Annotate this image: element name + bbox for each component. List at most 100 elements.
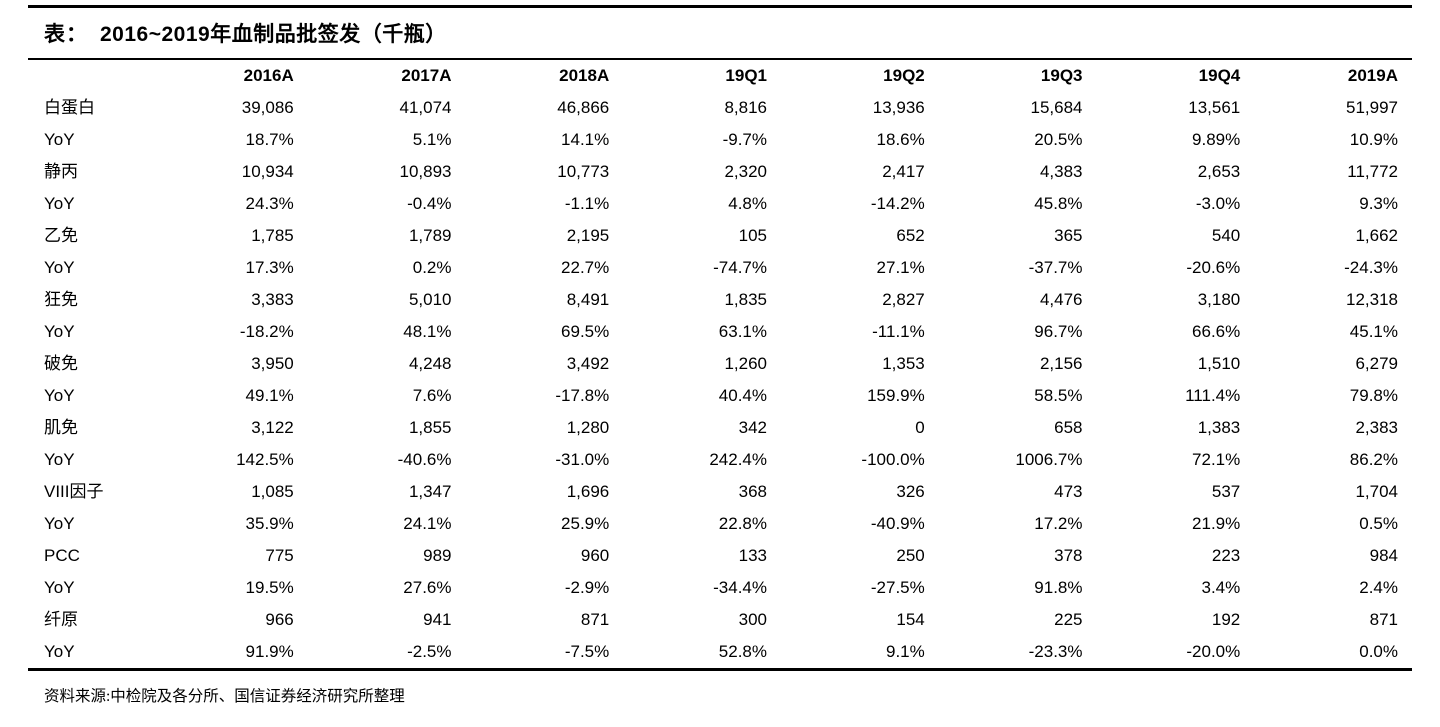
table-cell: 5.1% (412, 130, 452, 149)
row-label: YoY (44, 386, 75, 405)
table-row: 白蛋白 39,086 41,074 46,866 8,816 13,936 15,684 13… (28, 92, 1412, 124)
table-cell: 4,383 (1039, 162, 1083, 181)
row-label: YoY (44, 578, 75, 597)
table-cell: 18.6% (876, 130, 925, 149)
table-cell: 192 (1211, 610, 1241, 629)
table-cell: -20.6% (1186, 258, 1241, 277)
column-header-2016a: 2016A (243, 66, 294, 85)
table-row: YoY 24.3% -0.4% -1.1% 4.8% -14.2% 45.8% -3.0% 9.… (28, 188, 1412, 220)
table-cell: 133 (738, 546, 767, 565)
table-cell: 58.5% (1034, 386, 1083, 405)
table-cell: -14.2% (870, 194, 925, 213)
table-cell: 3.4% (1201, 578, 1241, 597)
table-cell: 46,866 (557, 98, 610, 117)
table-cell: 242.4% (709, 450, 767, 469)
table-row: YoY 91.9% -2.5% -7.5% 52.8% 9.1% -23.3% -20.0% 0… (28, 636, 1412, 668)
table-row: YoY 35.9% 24.1% 25.9% 22.8% -40.9% 17.2% 21.9% 0… (28, 508, 1412, 540)
table-cell: 775 (265, 546, 294, 565)
table-cell: 15,684 (1030, 98, 1083, 117)
table-cell: 0.2% (412, 258, 452, 277)
table-cell: 41,074 (399, 98, 452, 117)
table-cell: -23.3% (1028, 642, 1083, 661)
table-cell: 960 (580, 546, 610, 565)
table-cell: 1,704 (1355, 482, 1398, 501)
table-cell: 51,997 (1346, 98, 1398, 117)
table-cell: 1,347 (408, 482, 452, 501)
table-cell: 0.5% (1359, 514, 1398, 533)
table-cell: -20.0% (1186, 642, 1241, 661)
table-cell: 984 (1369, 546, 1398, 565)
table-cell: 537 (1211, 482, 1241, 501)
table-cell: 24.3% (245, 194, 294, 213)
row-label: 静丙 (44, 162, 78, 181)
table-cell: 18.7% (245, 130, 294, 149)
table-cell: 2,827 (882, 290, 925, 309)
column-header-19q1: 19Q1 (725, 66, 767, 85)
table-cell: 13,561 (1188, 98, 1241, 117)
title-underline-rule (28, 58, 1412, 60)
table-cell: -1.1% (564, 194, 610, 213)
table-cell: -18.2% (239, 322, 294, 341)
table-cell: 2,417 (882, 162, 925, 181)
table-title: 表： 2016~2019年血制品批签发（千瓶） (28, 8, 1412, 58)
table-cell: 2,653 (1197, 162, 1241, 181)
table-cell: 45.8% (1034, 194, 1083, 213)
table-cell: 3,180 (1197, 290, 1241, 309)
table-cell: -74.7% (713, 258, 767, 277)
table-cell: 105 (738, 226, 767, 245)
table-cell: 24.1% (403, 514, 452, 533)
table-cell: 250 (896, 546, 925, 565)
table-title-prefix: 表： (44, 23, 88, 46)
table-cell: 22.8% (718, 514, 767, 533)
table-cell: 342 (738, 418, 767, 437)
table-header-row: 2016A 2017A 2018A 19Q1 19Q2 19Q3 19Q4 2019A (28, 60, 1412, 92)
table-row: YoY -18.2% 48.1% 69.5% 63.1% -11.1% 96.7% 66.6%… (28, 316, 1412, 348)
column-header-19q3: 19Q3 (1040, 66, 1083, 85)
table-cell: 1,855 (408, 418, 452, 437)
table-cell: 20.5% (1034, 130, 1083, 149)
row-label: YoY (44, 514, 75, 533)
table-cell: 941 (423, 610, 452, 629)
table-title-text: 2016~2019年血制品批签发（千瓶） (100, 23, 447, 46)
table-cell: 1,835 (724, 290, 767, 309)
table-cell: 365 (1054, 226, 1083, 245)
table-cell: -40.9% (870, 514, 925, 533)
table-row: 狂免 3,383 5,010 8,491 1,835 2,827 4,476 3,180 12,… (28, 284, 1412, 316)
bottom-rule (28, 668, 1412, 671)
table-cell: 45.1% (1349, 322, 1398, 341)
table-row: YoY 49.1% 7.6% -17.8% 40.4% 159.9% 58.5% 111.4%… (28, 380, 1412, 412)
table-cell: 52.8% (718, 642, 767, 661)
table-cell: 1,383 (1197, 418, 1241, 437)
table-cell: 40.4% (718, 386, 767, 405)
table-cell: -0.4% (407, 194, 452, 213)
table-cell: -9.7% (722, 130, 767, 149)
table-cell: 11,772 (1347, 162, 1398, 181)
table-cell: 25.9% (561, 514, 610, 533)
table-cell: 49.1% (245, 386, 294, 405)
table-cell: 378 (1054, 546, 1083, 565)
row-label: YoY (44, 194, 75, 213)
table-cell: 27.6% (403, 578, 452, 597)
table-cell: 7.6% (412, 386, 452, 405)
row-label: 纤原 (44, 610, 78, 629)
row-label: 破免 (44, 354, 78, 373)
table-cell: -100.0% (861, 450, 925, 469)
table-cell: 1,260 (724, 354, 767, 373)
table-cell: 159.9% (867, 386, 925, 405)
table-cell: -27.5% (870, 578, 925, 597)
table-cell: 1,789 (408, 226, 452, 245)
report-table-figure: 表： 2016~2019年血制品批签发（千瓶） 2016A 2017A 2018A 1… (28, 5, 1412, 706)
table-cell: 871 (1369, 610, 1398, 629)
table-cell: 21.9% (1192, 514, 1241, 533)
table-cell: 35.9% (245, 514, 294, 533)
table-cell: 79.8% (1349, 386, 1398, 405)
table-cell: 652 (896, 226, 925, 245)
table-cell: 4,476 (1039, 290, 1083, 309)
table-cell: 8,816 (724, 98, 767, 117)
table-cell: 2,156 (1039, 354, 1083, 373)
row-label: YoY (44, 322, 75, 341)
table-cell: 4,248 (408, 354, 452, 373)
row-label: YoY (44, 258, 75, 277)
table-cell: 39,086 (241, 98, 294, 117)
row-label: 白蛋白 (44, 98, 95, 117)
